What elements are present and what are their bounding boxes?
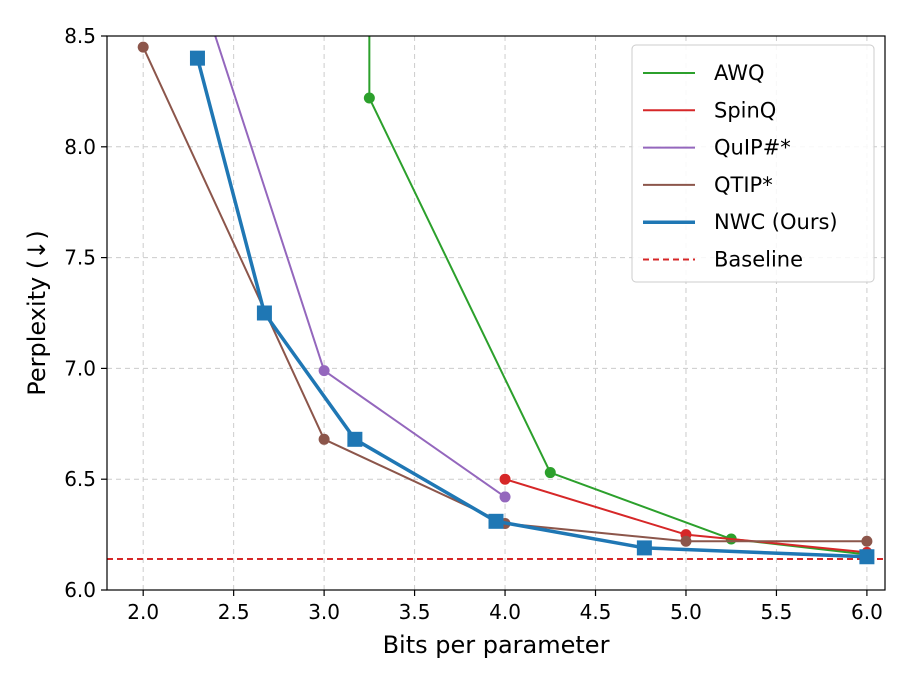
y-tick-label: 7.0 <box>64 356 96 380</box>
data-point <box>544 467 556 479</box>
legend-label: QuIP#* <box>714 136 791 160</box>
plot-frame <box>106 35 886 591</box>
legend-label: SpinQ <box>714 98 776 122</box>
x-tick-label: 4.0 <box>489 600 521 624</box>
data-point <box>859 549 875 565</box>
y-tick-label: 6.0 <box>64 578 96 602</box>
plot-area <box>107 36 885 565</box>
data-point <box>861 535 873 547</box>
x-tick-label: 5.0 <box>670 600 702 624</box>
y-tick-label: 8.5 <box>64 24 96 48</box>
data-point <box>256 305 272 321</box>
x-tick-label: 5.5 <box>761 600 793 624</box>
data-point <box>499 473 511 485</box>
series-line-4 <box>195 57 867 559</box>
legend-label: QTIP* <box>714 173 773 197</box>
data-point <box>137 41 149 53</box>
data-point <box>347 431 363 447</box>
x-tick-label: 3.0 <box>308 600 340 624</box>
x-axis-label: Bits per parameter <box>383 631 610 659</box>
legend-label: AWQ <box>714 61 765 85</box>
x-tick-label: 2.5 <box>218 600 250 624</box>
data-point <box>189 50 205 66</box>
data-point <box>318 365 330 377</box>
legend-label: Baseline <box>714 248 803 272</box>
data-point <box>499 491 511 503</box>
y-axis: 6.0 6.5 7.0 7.5 8.0 8.5 <box>64 24 107 602</box>
legend: AWQ SpinQ QuIP#* QTIP* NWC (Ours) Baseline <box>631 44 875 283</box>
y-tick-label: 6.5 <box>64 467 96 491</box>
x-tick-label: 3.5 <box>399 600 431 624</box>
legend-label: NWC (Ours) <box>714 210 838 234</box>
x-tick-label: 6.0 <box>851 600 883 624</box>
x-tick-label: 2.0 <box>127 600 159 624</box>
y-axis-label: Perplexity (↓) <box>23 230 51 395</box>
x-axis: 2.0 2.5 3.0 3.5 4.0 4.5 5.0 5.5 6.0 <box>127 590 883 624</box>
y-tick-label: 8.0 <box>64 135 96 159</box>
data-point <box>363 92 375 104</box>
y-tick-label: 7.5 <box>64 246 96 270</box>
data-point <box>680 535 692 547</box>
data-point <box>488 513 504 529</box>
data-point <box>636 540 652 556</box>
x-tick-label: 4.5 <box>580 600 612 624</box>
data-point <box>318 433 330 445</box>
